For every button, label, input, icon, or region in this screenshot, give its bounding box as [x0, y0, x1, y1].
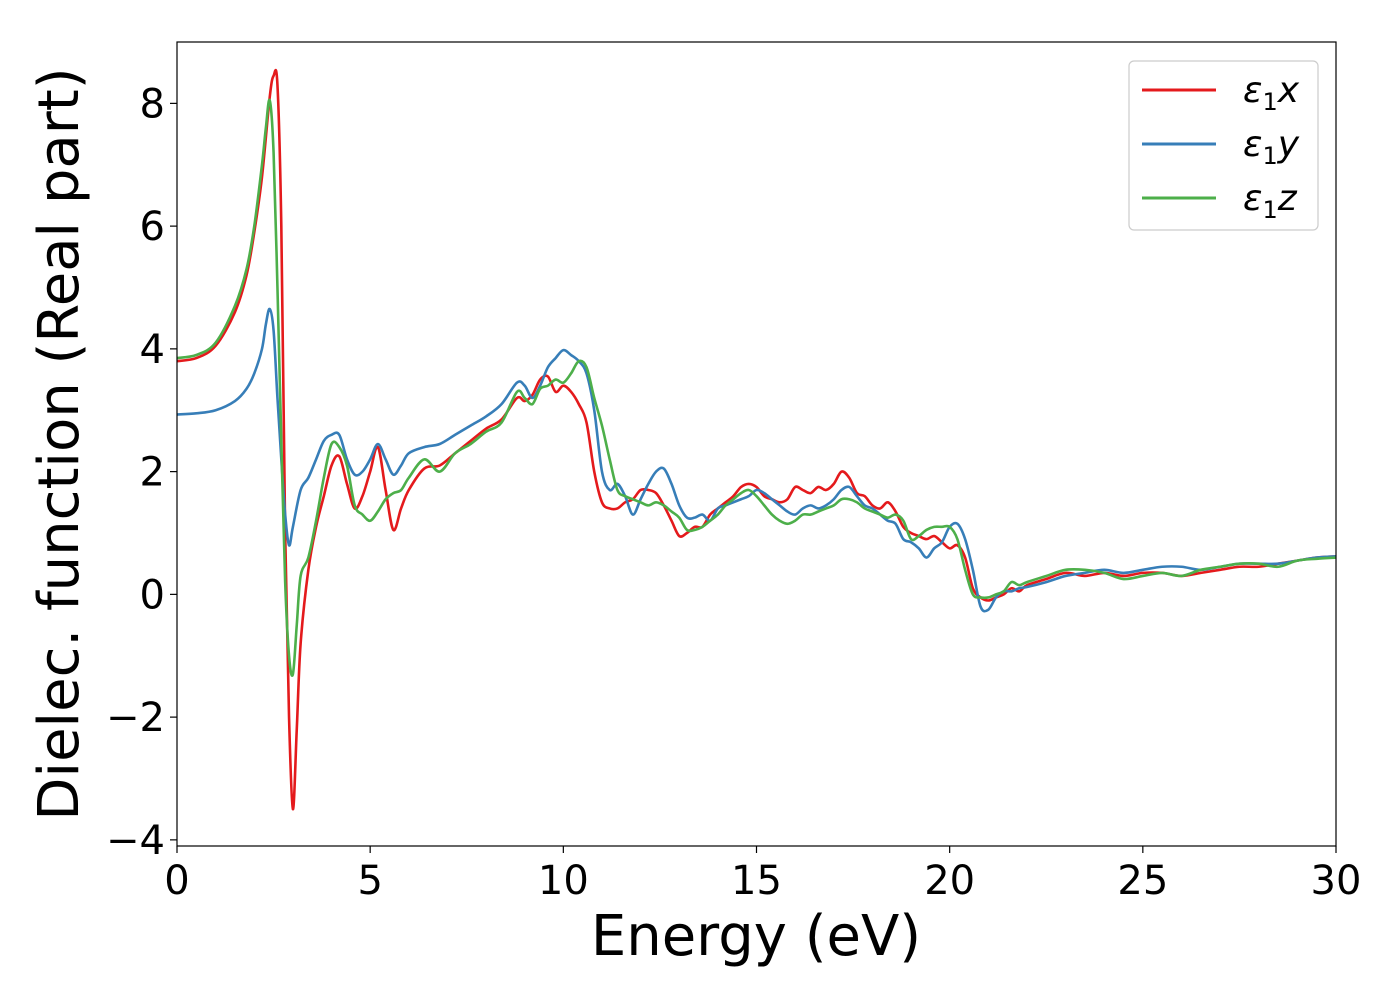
legend-label-z: ε1z [1243, 178, 1298, 224]
x-tick-label: 0 [164, 858, 189, 904]
x-tick-label: 5 [357, 858, 382, 904]
legend-label-subscript: 1 [1262, 142, 1277, 170]
x-axis-title: Energy (eV) [591, 904, 921, 969]
x-tick-label: 30 [1311, 858, 1362, 904]
series-layer [176, 68, 1337, 811]
y-tick-label: 4 [140, 327, 165, 373]
legend-label-base: ε [1243, 178, 1262, 219]
legend-label-variable: x [1277, 70, 1300, 111]
legend-label-x: ε1x [1243, 70, 1300, 116]
legend-label-variable: z [1277, 178, 1298, 219]
legend-label-subscript: 1 [1262, 196, 1277, 224]
series-line-z [176, 98, 1337, 677]
x-tick-label: 10 [538, 858, 589, 904]
y-tick-label: 8 [140, 81, 165, 127]
series-line-y [176, 307, 1337, 613]
x-tick-label: 15 [731, 858, 782, 904]
legend-box [1128, 60, 1319, 231]
legend-label-base: ε [1243, 70, 1262, 111]
y-axis-title: Dielec. function (Real part) [27, 67, 92, 820]
legend-label-y: ε1y [1243, 124, 1300, 170]
y-tick-label: −4 [106, 818, 165, 864]
y-tick-label: 2 [140, 450, 165, 496]
y-tick-label: 0 [140, 572, 165, 618]
x-axis-ticks: 0 5 10 15 20 25 30 [164, 846, 1361, 904]
y-tick-label: −2 [106, 695, 165, 741]
legend-label-base: ε [1243, 124, 1262, 165]
x-tick-label: 25 [1117, 858, 1168, 904]
y-axis-ticks: −4 −2 0 2 4 6 8 [106, 81, 177, 864]
x-tick-label: 20 [924, 858, 975, 904]
y-tick-label: 6 [140, 204, 165, 250]
legend-label-variable: y [1277, 124, 1300, 165]
legend-label-subscript: 1 [1262, 88, 1277, 116]
